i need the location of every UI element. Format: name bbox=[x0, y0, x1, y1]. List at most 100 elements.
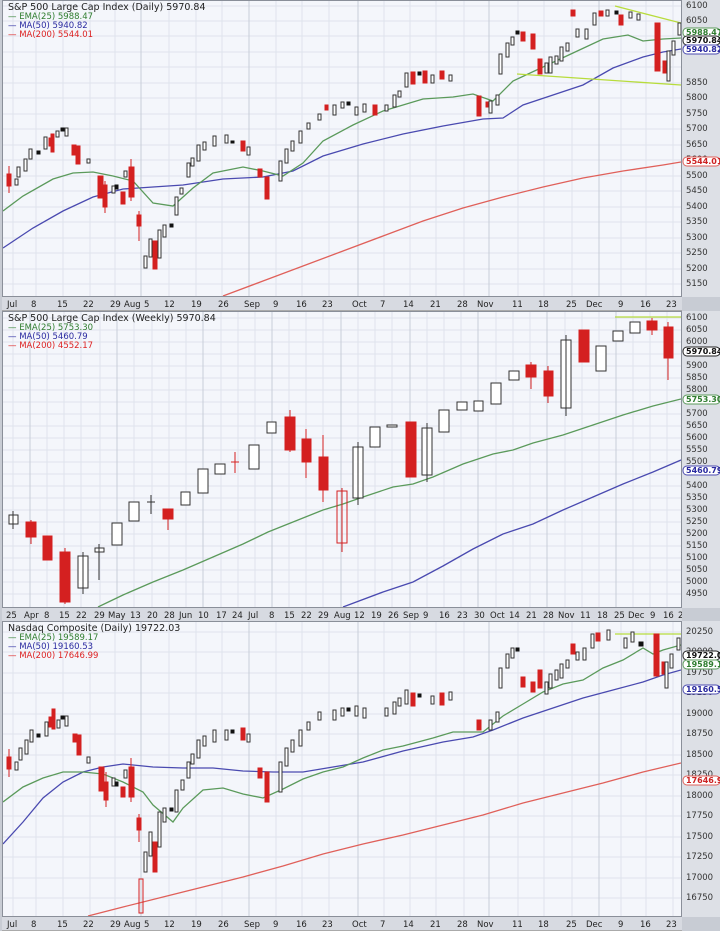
nasdaq-daily-plot[interactable]: Nasdaq Composite (Daily) 19722.03 — EMA(… bbox=[2, 621, 682, 917]
svg-text:9: 9 bbox=[273, 300, 278, 310]
sp500-weekly-svg bbox=[3, 312, 681, 607]
svg-text:5400: 5400 bbox=[686, 481, 708, 491]
svg-text:16: 16 bbox=[439, 611, 450, 621]
svg-text:15: 15 bbox=[57, 300, 68, 310]
ema25-line bbox=[3, 34, 681, 212]
svg-text:12: 12 bbox=[164, 300, 175, 310]
svg-text:23: 23 bbox=[678, 611, 682, 621]
svg-text:Jul: Jul bbox=[247, 611, 258, 621]
ema25-line bbox=[97, 398, 681, 607]
svg-text:12: 12 bbox=[354, 611, 365, 621]
svg-text:5753.30: 5753.30 bbox=[686, 395, 720, 404]
chart-title: S&P 500 Large Cap Index (Weekly) 5970.84 bbox=[8, 313, 216, 324]
legend-ema25: — EMA(25) 19589.17 bbox=[8, 633, 99, 643]
ma50-line bbox=[3, 669, 681, 845]
svg-text:Oct: Oct bbox=[352, 920, 367, 930]
svg-text:7: 7 bbox=[380, 300, 385, 310]
svg-text:17500: 17500 bbox=[686, 832, 713, 842]
svg-text:13: 13 bbox=[130, 611, 141, 621]
nasdaq-daily-legend: Nasdaq Composite (Daily) 19722.03 — EMA(… bbox=[8, 623, 180, 661]
svg-text:Aug: Aug bbox=[124, 300, 141, 310]
svg-text:5450: 5450 bbox=[686, 186, 708, 196]
svg-text:9: 9 bbox=[618, 300, 623, 310]
svg-text:Jul: Jul bbox=[6, 300, 17, 310]
svg-text:8: 8 bbox=[44, 611, 49, 621]
svg-text:5000: 5000 bbox=[686, 577, 708, 587]
svg-text:20: 20 bbox=[147, 611, 158, 621]
svg-text:9: 9 bbox=[618, 920, 623, 930]
svg-text:5970.84: 5970.84 bbox=[686, 36, 720, 45]
svg-text:16: 16 bbox=[640, 920, 651, 930]
chart-title: S&P 500 Large Cap Index (Daily) 5970.84 bbox=[8, 2, 206, 13]
svg-text:Dec: Dec bbox=[628, 611, 645, 621]
svg-text:21: 21 bbox=[430, 920, 441, 930]
svg-text:23: 23 bbox=[666, 920, 677, 930]
svg-text:18: 18 bbox=[538, 300, 549, 310]
svg-text:30: 30 bbox=[474, 611, 485, 621]
ma50-line bbox=[342, 459, 681, 607]
candles-up bbox=[14, 629, 681, 873]
svg-text:5200: 5200 bbox=[686, 264, 708, 274]
svg-text:8: 8 bbox=[269, 611, 274, 621]
sp500-weekly-legend: S&P 500 Large Cap Index (Weekly) 5970.84… bbox=[8, 313, 216, 351]
svg-text:Oct: Oct bbox=[352, 300, 367, 310]
svg-text:25: 25 bbox=[566, 300, 577, 310]
svg-text:5050: 5050 bbox=[686, 565, 708, 575]
svg-text:24: 24 bbox=[232, 611, 243, 621]
nasdaq-daily-panel: Nasdaq Composite (Daily) 19722.03 — EMA(… bbox=[0, 621, 720, 931]
svg-text:26: 26 bbox=[218, 300, 229, 310]
candles-doji bbox=[36, 10, 619, 228]
svg-text:18: 18 bbox=[538, 920, 549, 930]
candles-down bbox=[6, 9, 668, 270]
sp500-daily-plot[interactable]: S&P 500 Large Cap Index (Daily) 5970.84 … bbox=[2, 0, 682, 297]
svg-text:17: 17 bbox=[216, 611, 227, 621]
sp500-weekly-plot[interactable]: S&P 500 Large Cap Index (Weekly) 5970.84… bbox=[2, 311, 682, 608]
sp500-daily-x-axis: Jul 8 15 22 29 Aug 5 12 19 26 Sep 9 16 23 Oct 7 14 21 28 No… bbox=[2, 297, 682, 311]
svg-text:Dec: Dec bbox=[586, 920, 603, 930]
svg-text:17646.99: 17646.99 bbox=[686, 776, 720, 785]
candles-down bbox=[6, 632, 667, 873]
svg-text:21: 21 bbox=[430, 300, 441, 310]
svg-text:29: 29 bbox=[318, 611, 329, 621]
svg-text:16750: 16750 bbox=[686, 893, 713, 903]
svg-text:14: 14 bbox=[403, 920, 414, 930]
svg-text:19: 19 bbox=[371, 611, 382, 621]
svg-text:20250: 20250 bbox=[686, 627, 713, 637]
svg-text:5988.47: 5988.47 bbox=[686, 28, 720, 37]
svg-text:22: 22 bbox=[76, 611, 87, 621]
svg-text:5400: 5400 bbox=[686, 202, 708, 212]
svg-text:15: 15 bbox=[59, 611, 70, 621]
sp500-weekly-y-axis: 6100 6050 6000 5900 5850 5800 5700 5650 5600 5550… bbox=[682, 311, 720, 608]
legend-ma50: — MA(50) 5460.79 bbox=[8, 332, 88, 342]
svg-text:28: 28 bbox=[457, 920, 468, 930]
svg-text:21: 21 bbox=[526, 611, 537, 621]
svg-text:16: 16 bbox=[296, 920, 307, 930]
svg-text:5: 5 bbox=[144, 920, 149, 930]
svg-text:10: 10 bbox=[198, 611, 209, 621]
svg-text:12: 12 bbox=[164, 920, 175, 930]
svg-text:11: 11 bbox=[512, 920, 523, 930]
trendlines bbox=[516, 5, 681, 86]
svg-text:22: 22 bbox=[83, 300, 94, 310]
svg-text:Sep: Sep bbox=[403, 611, 419, 621]
sp500-weekly-x-axis: 25 Apr 8 15 22 29 May 13 20 28 Jun 10 17 24 Jul 8 15 22 29… bbox=[2, 608, 682, 622]
svg-text:4950: 4950 bbox=[686, 589, 708, 599]
svg-text:Nov: Nov bbox=[477, 920, 494, 930]
legend-ema25: — EMA(25) 5753.30 bbox=[8, 323, 94, 333]
svg-text:25: 25 bbox=[566, 920, 577, 930]
candles-down bbox=[25, 318, 674, 604]
svg-text:5250: 5250 bbox=[686, 517, 708, 527]
svg-text:5: 5 bbox=[144, 300, 149, 310]
svg-text:26: 26 bbox=[388, 611, 399, 621]
svg-text:18500: 18500 bbox=[686, 750, 713, 760]
svg-text:5550: 5550 bbox=[686, 445, 708, 455]
svg-text:16: 16 bbox=[296, 300, 307, 310]
svg-text:22: 22 bbox=[301, 611, 312, 621]
svg-text:Oct: Oct bbox=[490, 611, 505, 621]
svg-text:19722.03: 19722.03 bbox=[686, 651, 720, 660]
svg-text:6050: 6050 bbox=[686, 325, 708, 335]
svg-text:16: 16 bbox=[663, 611, 674, 621]
svg-text:5900: 5900 bbox=[686, 361, 708, 371]
svg-text:Jun: Jun bbox=[178, 611, 192, 621]
svg-text:5200: 5200 bbox=[686, 529, 708, 539]
